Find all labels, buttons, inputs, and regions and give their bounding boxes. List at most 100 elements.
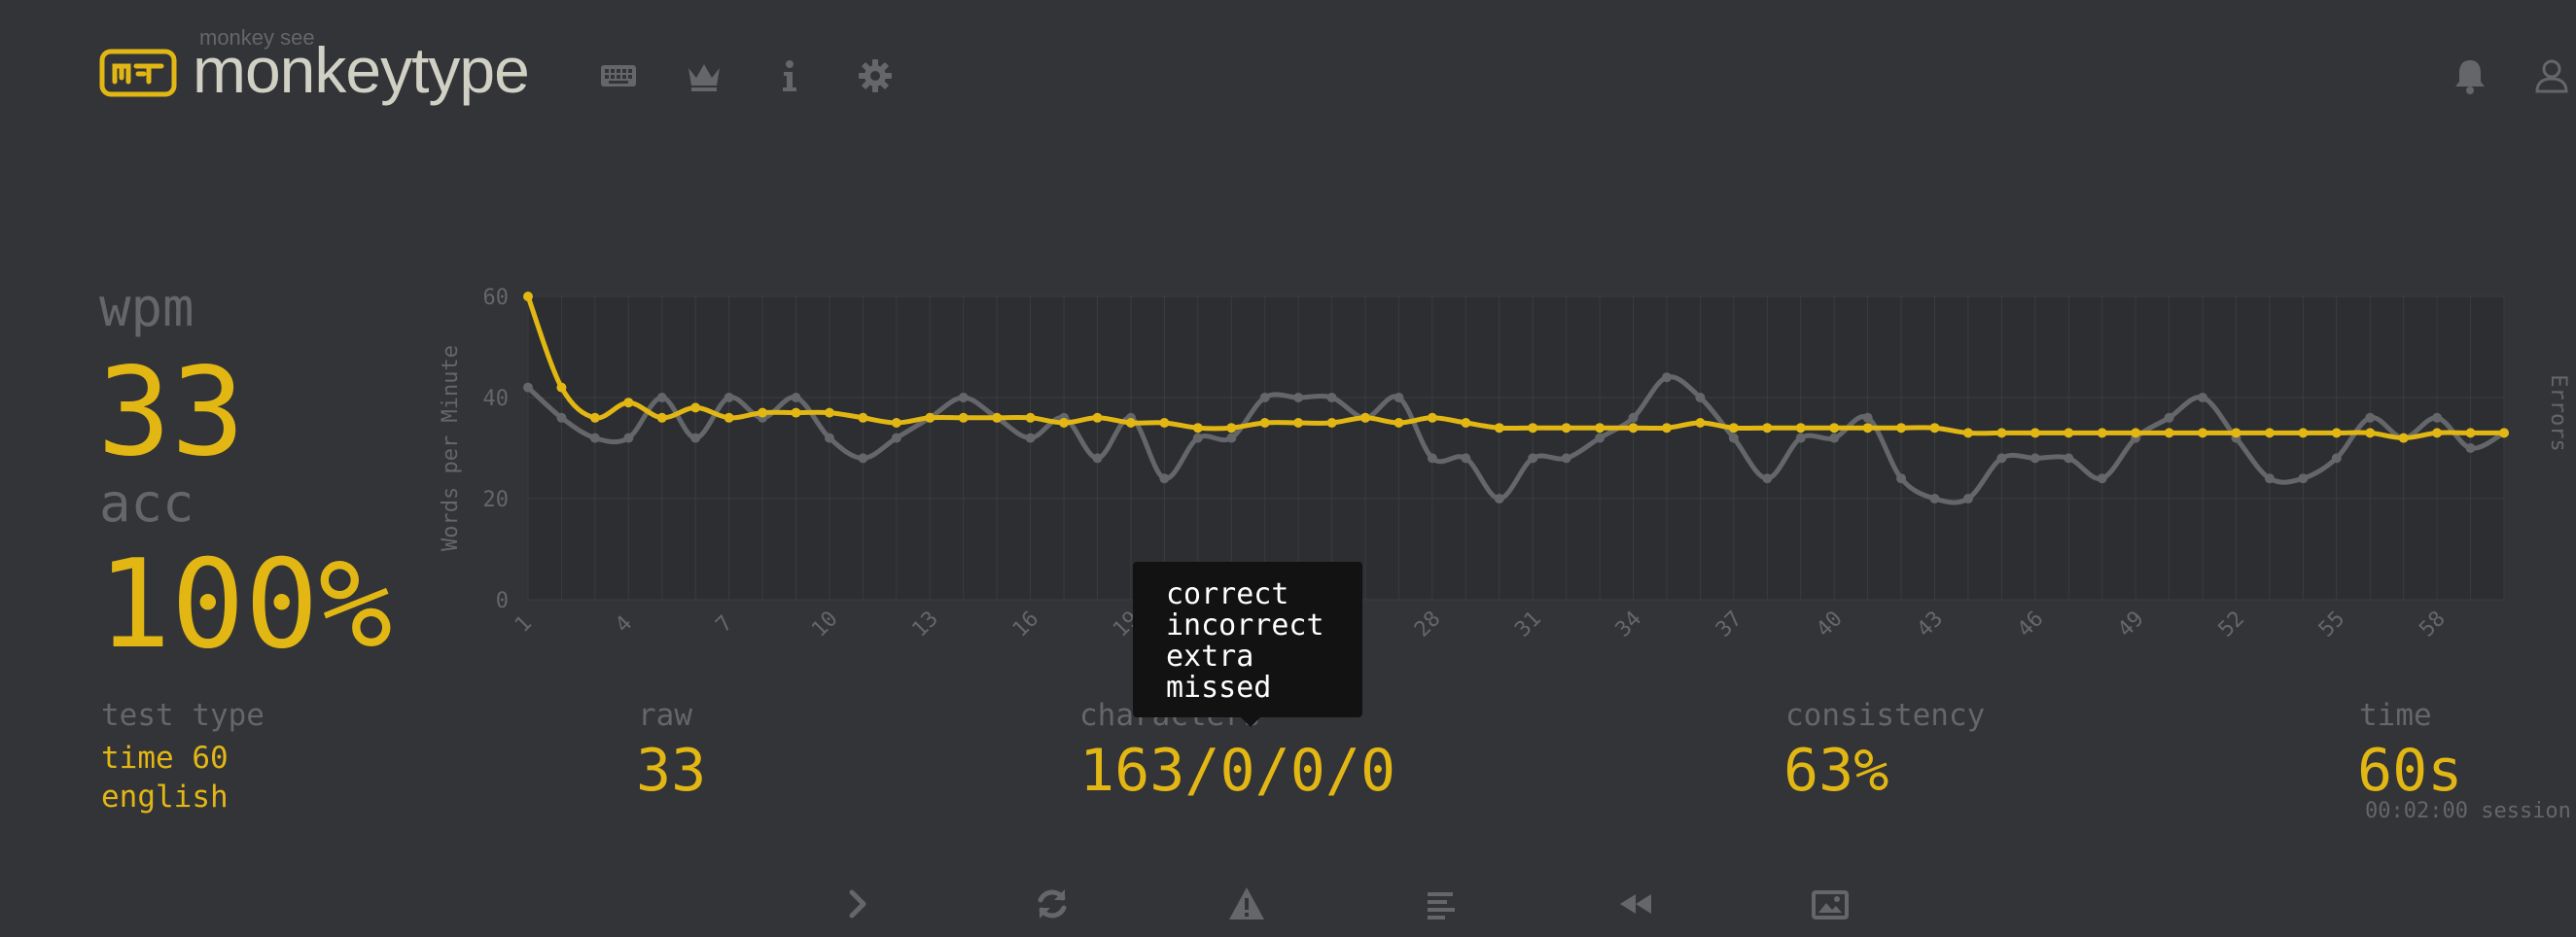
words-history-icon[interactable]	[1422, 885, 1461, 923]
chart-point-wpm	[1025, 412, 1036, 423]
warning-icon[interactable]	[1227, 885, 1266, 923]
chart-point-raw	[1394, 393, 1404, 402]
session-time: 00:02:00 session	[2365, 799, 2571, 823]
chart-x-tick-label: 58	[2415, 607, 2450, 642]
characters-value[interactable]: 163/0/0/0	[1079, 737, 1396, 805]
chart-y-tick-label: 60	[483, 286, 510, 310]
logo-icon[interactable]	[99, 49, 177, 97]
chart-point-wpm	[1595, 423, 1606, 434]
chart-point-wpm	[1795, 423, 1806, 434]
chart-point-wpm	[623, 398, 634, 408]
bell-icon[interactable]	[2451, 56, 2489, 95]
chart-point-wpm	[656, 412, 667, 423]
chart-y-tick-label: 40	[483, 387, 510, 411]
chart-point-raw	[1561, 453, 1571, 464]
chart-point-raw	[2432, 412, 2443, 423]
chart-point-raw	[1929, 494, 1940, 503]
chart-point-wpm	[1628, 423, 1639, 434]
chart-point-raw	[589, 433, 600, 443]
chart-point-raw	[1092, 453, 1103, 464]
chart-point-wpm	[1996, 428, 2007, 438]
chart-y-axis-label: Words per Minute	[439, 345, 463, 551]
keyboard-icon[interactable]	[599, 56, 638, 95]
chart-point-wpm	[2264, 428, 2275, 438]
chart-plot-area	[528, 296, 2504, 600]
chart-point-raw	[1762, 473, 1773, 484]
chart-point-raw	[1259, 393, 1270, 402]
chart-point-raw	[1996, 453, 2007, 464]
chart-point-raw	[690, 433, 701, 443]
chart-point-wpm	[1762, 423, 1773, 434]
chart-point-raw	[2029, 453, 2040, 464]
chart-point-raw	[1962, 494, 1973, 503]
chart-x-tick-label: 55	[2314, 607, 2349, 642]
chart-point-wpm	[2331, 428, 2342, 438]
chart-point-wpm	[589, 412, 600, 423]
chart-y-tick-label: 20	[483, 488, 510, 512]
chart-point-wpm	[2365, 428, 2376, 438]
chart-x-tick-label: 46	[2013, 607, 2048, 642]
info-icon[interactable]	[770, 56, 809, 95]
chart-point-raw	[1159, 473, 1170, 484]
chart-point-wpm	[2198, 428, 2208, 438]
chart-x-tick-label: 10	[807, 607, 842, 642]
restart-icon[interactable]	[1033, 885, 1072, 923]
characters-tooltip: correct incorrect extra missed	[1133, 562, 1362, 717]
raw-label: raw	[638, 698, 692, 733]
gear-icon[interactable]	[856, 56, 895, 95]
chart-point-wpm	[2064, 428, 2074, 438]
chart-point-wpm	[523, 292, 533, 301]
chart-point-wpm	[891, 418, 901, 428]
chart-point-wpm	[1427, 412, 1437, 423]
wpm-chart[interactable]: 0204060147101316192225283134374043464952…	[428, 272, 2576, 661]
chart-point-wpm	[1528, 423, 1538, 434]
chart-point-wpm	[2465, 428, 2476, 438]
chart-point-raw	[556, 412, 567, 423]
chart-point-wpm	[1293, 418, 1304, 428]
replay-icon[interactable]	[1616, 885, 1655, 923]
screenshot-icon[interactable]	[1811, 885, 1850, 923]
logo-text[interactable]: monkeytype	[193, 34, 530, 106]
test-language: english	[101, 780, 229, 815]
chart-point-raw	[1595, 433, 1606, 443]
chart-point-raw	[2164, 412, 2174, 423]
chart-point-raw	[1326, 393, 1337, 402]
user-icon[interactable]	[2532, 56, 2571, 95]
chart-point-wpm	[1728, 423, 1739, 434]
tooltip-line-extra: extra	[1166, 640, 1254, 674]
chart-point-wpm	[1962, 428, 1973, 438]
chart-x-tick-label: 34	[1611, 607, 1646, 642]
chart-point-wpm	[556, 382, 567, 393]
logo-top-text: monkey see	[199, 25, 315, 50]
chart-point-raw	[1896, 473, 1907, 484]
chart-point-raw	[824, 433, 834, 443]
acc-label: acc	[99, 472, 194, 534]
acc-value: 100%	[97, 533, 393, 676]
chart-point-raw	[2465, 443, 2476, 453]
chart-y2-axis-label: Errors	[2546, 374, 2570, 451]
chart-point-wpm	[690, 402, 701, 413]
chart-point-wpm	[1192, 423, 1203, 434]
chart-point-raw	[723, 393, 734, 402]
chart-point-wpm	[824, 407, 834, 418]
chart-point-raw	[1192, 433, 1203, 443]
chart-point-raw	[1226, 433, 1237, 443]
chart-point-wpm	[1862, 423, 1873, 434]
chart-point-raw	[2331, 453, 2342, 464]
chart-point-raw	[1661, 372, 1672, 383]
chart-point-wpm	[2298, 428, 2309, 438]
chart-point-wpm	[2131, 428, 2141, 438]
crown-icon[interactable]	[685, 56, 723, 95]
chart-x-tick-label: 4	[611, 611, 637, 638]
chart-point-raw	[1795, 433, 1806, 443]
chart-point-raw	[2264, 473, 2275, 484]
chart-point-wpm	[1059, 418, 1070, 428]
chart-x-tick-label: 40	[1812, 607, 1847, 642]
chart-x-tick-label: 49	[2113, 607, 2148, 642]
chart-point-wpm	[723, 412, 734, 423]
chart-point-wpm	[758, 407, 768, 418]
chart-point-wpm	[858, 412, 868, 423]
chart-point-raw	[656, 393, 667, 402]
chevron-right-icon[interactable]	[838, 885, 877, 923]
chart-point-wpm	[1661, 423, 1672, 434]
